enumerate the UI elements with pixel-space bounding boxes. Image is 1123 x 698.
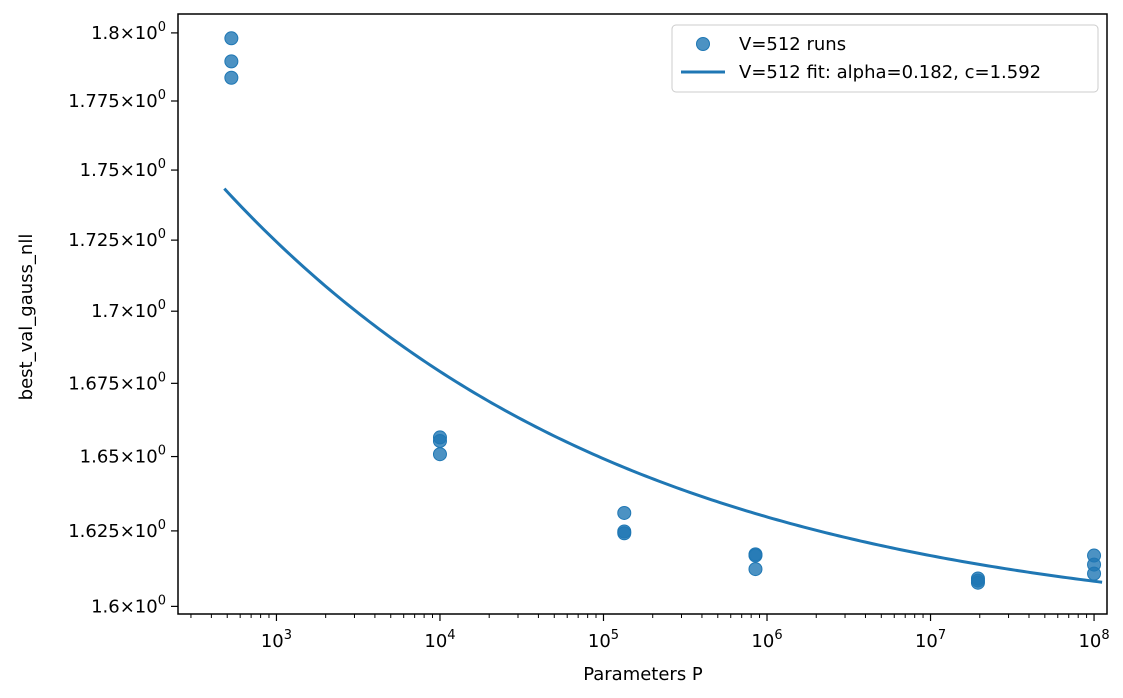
legend-scatter-marker — [696, 37, 710, 51]
y-tick-label: 1.7×100 — [91, 298, 166, 322]
x-axis-ticks: 103 104 105 106 107 108 — [190, 614, 1110, 652]
y-axis-ticks: 1.6×100 1.625×100 1.65×100 1.675×100 1.7×100… — [68, 20, 178, 617]
scatter-point — [224, 31, 239, 46]
legend-box — [671, 24, 1099, 93]
scatter-point — [432, 447, 447, 462]
fit-curve-layer — [223, 187, 1103, 584]
y-tick-label: 1.65×100 — [80, 444, 166, 468]
y-tick-label: 1.8×100 — [91, 20, 166, 44]
scatter-points-layer — [224, 31, 1102, 590]
x-axis-label: Parameters P — [583, 664, 703, 685]
legend-label-fit: V=512 fit: alpha=0.182, c=1.592 — [739, 62, 1041, 83]
scatter-point — [617, 505, 632, 520]
y-tick-label: 1.625×100 — [68, 518, 166, 542]
y-tick-label: 1.75×100 — [80, 157, 166, 181]
x-tick-label: 106 — [751, 628, 782, 652]
scatter-point — [970, 575, 985, 590]
y-tick-label: 1.775×100 — [68, 88, 166, 112]
scatter-point — [1087, 566, 1102, 581]
y-tick-label: 1.6×100 — [91, 593, 166, 617]
x-tick-label: 104 — [424, 628, 455, 652]
y-tick-label: 1.675×100 — [68, 370, 166, 394]
scatter-point — [432, 433, 447, 448]
y-axis-label: best_val_gauss_nll — [16, 234, 37, 401]
plot-frame — [177, 13, 1108, 615]
x-tick-label: 108 — [1078, 628, 1109, 652]
x-tick-label: 107 — [915, 628, 946, 652]
x-tick-label: 105 — [588, 628, 619, 652]
legend: V=512 runs V=512 fit: alpha=0.182, c=1.5… — [671, 24, 1099, 93]
scatter-point — [224, 70, 239, 85]
scatter-point — [748, 562, 763, 577]
legend-label-runs: V=512 runs — [739, 34, 846, 55]
scatter-point — [224, 54, 239, 69]
y-tick-label: 1.725×100 — [68, 227, 166, 251]
scatter-point — [617, 526, 632, 541]
fit-curve-line — [223, 187, 1103, 584]
x-tick-label: 103 — [261, 628, 292, 652]
scatter-point — [748, 548, 763, 563]
